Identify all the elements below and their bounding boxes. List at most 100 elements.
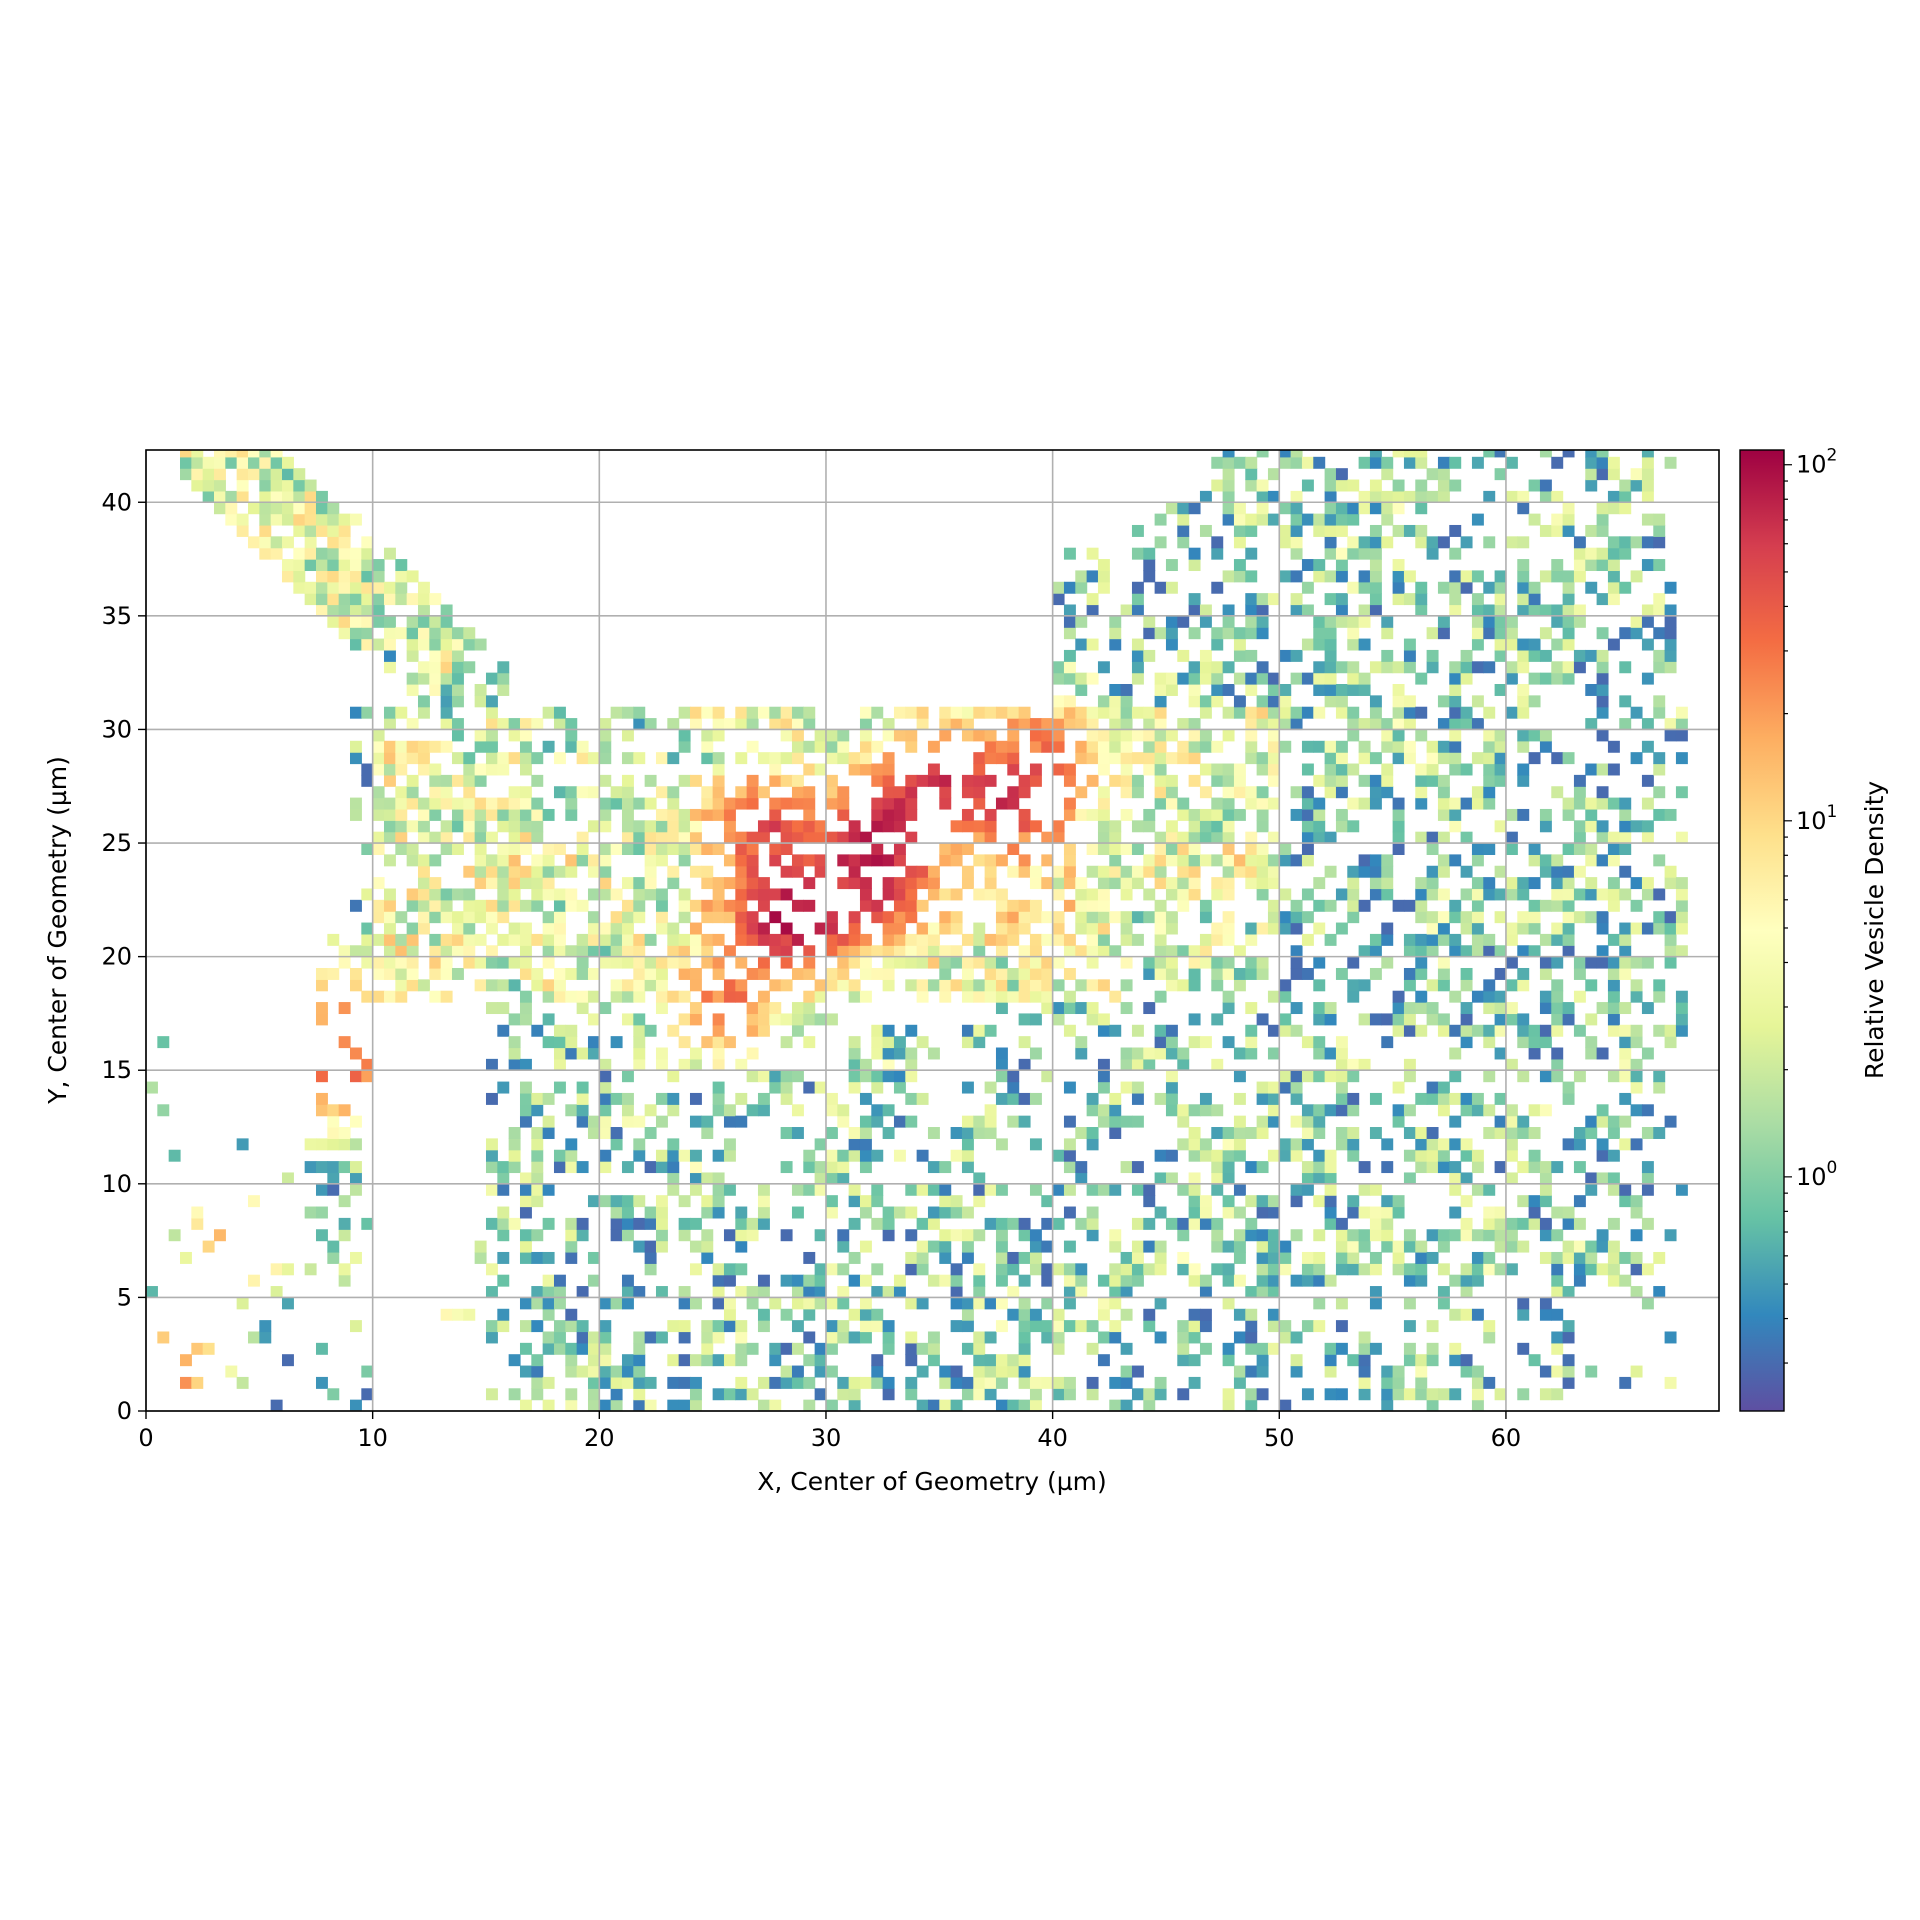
heatmap-cell [1505,536,1518,549]
heatmap-cell [315,524,328,537]
heatmap-cell [961,990,974,1003]
heatmap-cell [961,1251,974,1264]
heatmap-cell [961,1320,974,1333]
heatmap-cell [1177,513,1190,526]
heatmap-cell [406,718,419,731]
heatmap-cell [927,1331,940,1344]
heatmap-cell [1211,1240,1224,1253]
heatmap-cell [587,911,600,924]
heatmap-cell [995,888,1008,901]
heatmap-cell [961,1388,974,1401]
heatmap-cell [587,1251,600,1264]
heatmap-cell [1494,774,1507,787]
heatmap-cell [247,502,260,515]
heatmap-cell [1222,684,1235,696]
heatmap-cell [1675,729,1688,742]
heatmap-cell [270,456,283,469]
heatmap-cell [655,854,668,867]
heatmap-cell [633,820,646,833]
heatmap-cell [1415,956,1428,969]
heatmap-cell [1086,1388,1099,1401]
heatmap-cell [1063,899,1076,912]
heatmap-cell [871,1195,884,1208]
heatmap-cell [678,1195,691,1208]
heatmap-cell [1211,661,1224,674]
heatmap-cell [633,899,646,912]
heatmap-cell [1313,1104,1326,1117]
heatmap-cell [1165,729,1178,742]
heatmap-cell [1279,502,1292,515]
heatmap-cell [1233,763,1246,776]
heatmap-cell [1505,1172,1518,1185]
heatmap-cell [1426,831,1439,844]
heatmap-cell [587,1399,600,1411]
heatmap-cell [1222,967,1235,980]
heatmap-cell [1596,502,1609,515]
heatmap-cell [610,1376,623,1389]
heatmap-cell [1256,1286,1269,1299]
heatmap-cell [1347,706,1360,719]
heatmap-cell [1063,1024,1076,1037]
heatmap-cell [814,820,827,833]
heatmap-cell [1267,490,1280,503]
heatmap-cell [1075,570,1088,583]
heatmap-cell [1075,740,1088,753]
heatmap-cell [1324,547,1337,560]
heatmap-cell [1313,1274,1326,1287]
heatmap-cell [1165,877,1178,890]
heatmap-cell [1381,763,1394,776]
heatmap-cell [723,718,736,731]
heatmap-cell [599,843,612,855]
heatmap-cell [803,786,816,799]
heatmap-cell [497,1172,510,1185]
heatmap-cell [1539,1195,1552,1208]
heatmap-cell [1301,854,1314,867]
heatmap-cell [497,1320,510,1333]
heatmap-cell [825,945,838,958]
heatmap-cell [1585,1127,1598,1139]
heatmap-cell [361,627,374,640]
heatmap-cell [1517,808,1530,821]
heatmap-cell [1233,1183,1246,1196]
heatmap-cell [1471,752,1484,765]
heatmap-cell [440,888,453,901]
heatmap-cell [1664,945,1677,958]
heatmap-cell [1075,877,1088,890]
heatmap-cell [1041,1331,1054,1344]
heatmap-cell [1528,581,1541,594]
heatmap-cell [587,1274,600,1287]
heatmap-cell [746,1297,759,1310]
heatmap-cell [1075,911,1088,924]
heatmap-cell [1324,1104,1337,1117]
heatmap-cell [1075,1036,1088,1049]
heatmap-cell [395,627,408,640]
heatmap-cell [1551,1013,1564,1026]
heatmap-cell [338,1161,351,1174]
heatmap-cell [1211,479,1224,492]
heatmap-cell [429,933,442,946]
heatmap-cell [485,854,498,867]
heatmap-cell [1245,627,1258,640]
heatmap-cell [621,843,634,855]
heatmap-cell [474,933,487,946]
heatmap-cell [1313,661,1326,674]
heatmap-cell [1143,627,1156,640]
heatmap-cell [576,899,589,912]
heatmap-cell [780,1081,793,1094]
heatmap-cell [508,843,521,855]
heatmap-cell [825,1331,838,1344]
heatmap-cell [1483,888,1496,901]
heatmap-cell [848,945,861,958]
heatmap-cell [1585,468,1598,481]
heatmap-cell [1403,1388,1416,1401]
heatmap-cell [1335,808,1348,821]
heatmap-cell [1245,1195,1258,1208]
heatmap-cell [961,718,974,731]
heatmap-cell [474,911,487,924]
heatmap-cell [1449,797,1462,810]
heatmap-cell [1245,593,1258,606]
heatmap-cell [1483,933,1496,946]
heatmap-cell [1029,979,1042,992]
heatmap-cell [633,1286,646,1299]
heatmap-cell [1154,911,1167,924]
